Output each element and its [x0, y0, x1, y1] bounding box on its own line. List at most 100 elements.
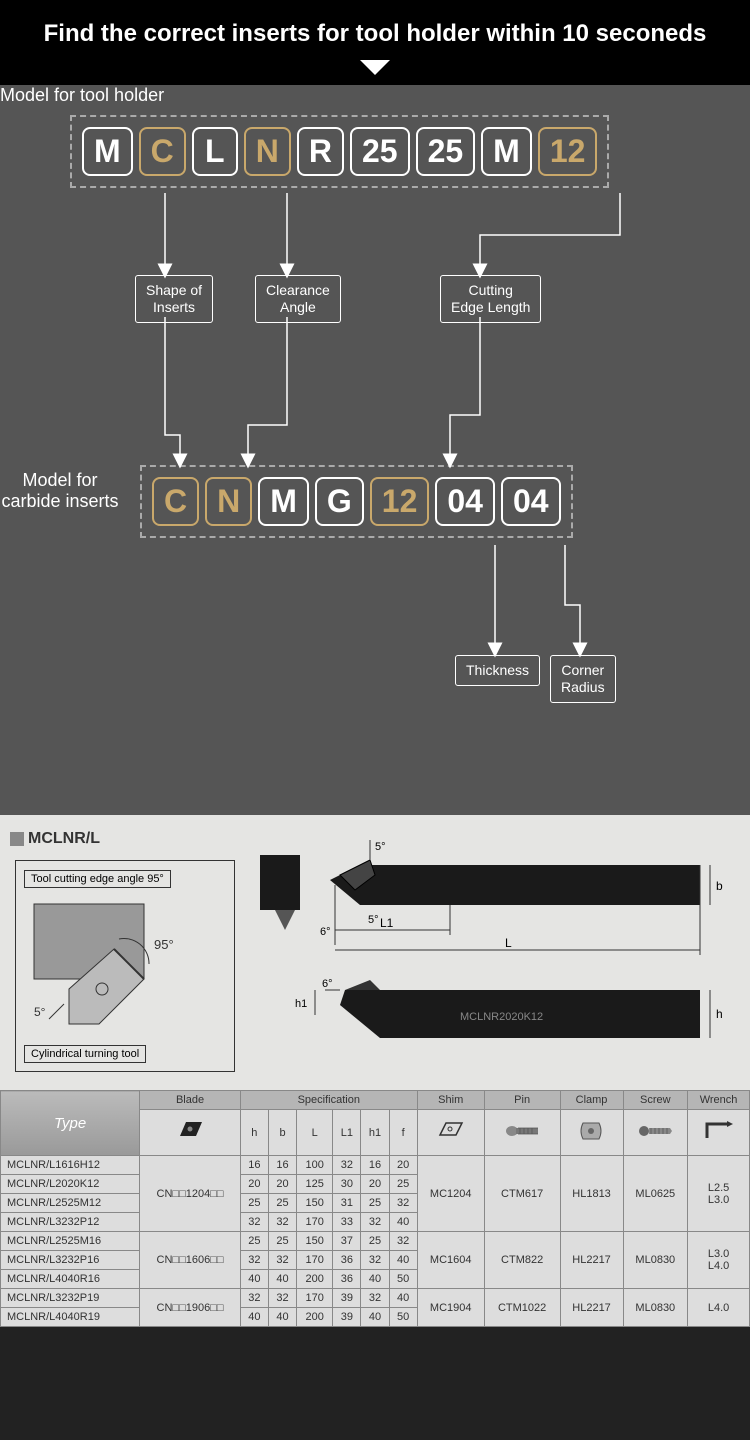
svg-text:5°: 5°: [34, 1005, 46, 1019]
spec-cell: 25: [389, 1175, 417, 1194]
spec-cell: 16: [361, 1156, 389, 1175]
col-header: Screw: [623, 1091, 688, 1110]
mapping-label: Shape of Inserts: [135, 275, 213, 323]
spec-cell: 32: [240, 1289, 268, 1308]
blade-cell: CN□□1906□□: [140, 1289, 241, 1327]
spec-cell: 32: [389, 1194, 417, 1213]
screw-cell: ML0830: [623, 1289, 688, 1327]
spec-cell: 25: [240, 1232, 268, 1251]
spec-cell: 32: [333, 1156, 361, 1175]
spec-cell: 170: [297, 1289, 333, 1308]
spec-cell: 32: [268, 1251, 296, 1270]
dimension-drawing: 5° 5° 6° L1 L b 6° h1 h: [260, 835, 730, 1090]
spec-cell: 20: [268, 1175, 296, 1194]
angle-drawing: 95° 5°: [24, 894, 224, 1034]
clamp-icon: [560, 1110, 623, 1156]
square-bullet-icon: [10, 832, 24, 846]
col-header: Wrench: [688, 1091, 750, 1110]
spec-cell: 32: [361, 1251, 389, 1270]
spec-cell: 31: [333, 1194, 361, 1213]
mapping-arrows: [0, 85, 710, 815]
spec-cell: 200: [297, 1308, 333, 1327]
spec-col: h: [240, 1110, 268, 1156]
spec-cell: 20: [389, 1156, 417, 1175]
holder-label: Model for tool holder: [0, 85, 164, 106]
pin-cell: CTM822: [484, 1232, 560, 1289]
spec-cell: 32: [240, 1213, 268, 1232]
spec-cell: 16: [268, 1156, 296, 1175]
mapping-label: Thickness: [455, 655, 540, 686]
svg-text:h: h: [716, 1007, 723, 1021]
type-cell: MCLNR/L4040R19: [1, 1308, 140, 1327]
spec-cell: 125: [297, 1175, 333, 1194]
spec-cell: 32: [389, 1232, 417, 1251]
svg-text:6°: 6°: [320, 926, 331, 938]
spec-cell: 40: [389, 1289, 417, 1308]
svg-text:L: L: [505, 936, 512, 950]
code-box: R: [297, 127, 344, 176]
spec-cell: 20: [240, 1175, 268, 1194]
spec-col: L: [297, 1110, 333, 1156]
wrench-cell: L2.5 L3.0: [688, 1156, 750, 1232]
code-box: 04: [435, 477, 495, 526]
clamp-cell: HL2217: [560, 1232, 623, 1289]
spec-col: h1: [361, 1110, 389, 1156]
spec-cell: 32: [361, 1289, 389, 1308]
cutting-angle-caption: Tool cutting edge angle 95°: [24, 870, 171, 888]
wrench-cell: L3.0 L4.0: [688, 1232, 750, 1289]
code-box: 25: [416, 127, 476, 176]
insert-code-row: CNMG120404: [140, 465, 573, 538]
spec-cell: 32: [240, 1251, 268, 1270]
technical-drawing-section: MCLNR/L Tool cutting edge angle 95° 95° …: [0, 815, 750, 1090]
spec-cell: 32: [361, 1213, 389, 1232]
spec-cell: 25: [361, 1194, 389, 1213]
spec-cell: 50: [389, 1308, 417, 1327]
shim-icon: [417, 1110, 484, 1156]
clamp-cell: HL2217: [560, 1289, 623, 1327]
blade-icon: [140, 1110, 241, 1156]
spec-cell: 40: [240, 1308, 268, 1327]
type-cell: MCLNR/L2525M12: [1, 1194, 140, 1213]
code-box: L: [192, 127, 238, 176]
col-header: Clamp: [560, 1091, 623, 1110]
spec-cell: 25: [361, 1232, 389, 1251]
spec-cell: 36: [333, 1251, 361, 1270]
pin-cell: CTM617: [484, 1156, 560, 1232]
spec-cell: 39: [333, 1308, 361, 1327]
code-box: N: [244, 127, 291, 176]
type-cell: MCLNR/L3232P12: [1, 1213, 140, 1232]
spec-cell: 200: [297, 1270, 333, 1289]
svg-text:5°: 5°: [368, 914, 379, 926]
spec-table: TypeBladeSpecificationShimPinClampScrewW…: [0, 1090, 750, 1327]
spec-cell: 50: [389, 1270, 417, 1289]
code-box: 12: [370, 477, 430, 526]
spec-cell: 32: [268, 1213, 296, 1232]
screw-icon: [623, 1110, 688, 1156]
spec-cell: 40: [268, 1308, 296, 1327]
type-cell: MCLNR/L2020K12: [1, 1175, 140, 1194]
wrench-cell: L4.0: [688, 1289, 750, 1327]
svg-text:b: b: [716, 879, 723, 893]
code-box: C: [139, 127, 186, 176]
col-header: Pin: [484, 1091, 560, 1110]
spec-col: L1: [333, 1110, 361, 1156]
svg-text:5°: 5°: [375, 841, 386, 853]
spec-cell: 30: [333, 1175, 361, 1194]
pin-cell: CTM1022: [484, 1289, 560, 1327]
clamp-cell: HL1813: [560, 1156, 623, 1232]
code-box: M: [258, 477, 309, 526]
spec-cell: 40: [240, 1270, 268, 1289]
type-cell: MCLNR/L1616H12: [1, 1156, 140, 1175]
code-box: 04: [501, 477, 561, 526]
shim-cell: MC1904: [417, 1289, 484, 1327]
spec-cell: 25: [240, 1194, 268, 1213]
code-box: N: [205, 477, 252, 526]
col-header: Shim: [417, 1091, 484, 1110]
mapping-label: Corner Radius: [550, 655, 616, 703]
spec-cell: 20: [361, 1175, 389, 1194]
spec-cell: 170: [297, 1213, 333, 1232]
code-box: 12: [538, 127, 598, 176]
inserts-label: Model for carbide inserts: [0, 470, 130, 512]
wrench-icon: [688, 1110, 750, 1156]
type-cell: MCLNR/L3232P16: [1, 1251, 140, 1270]
